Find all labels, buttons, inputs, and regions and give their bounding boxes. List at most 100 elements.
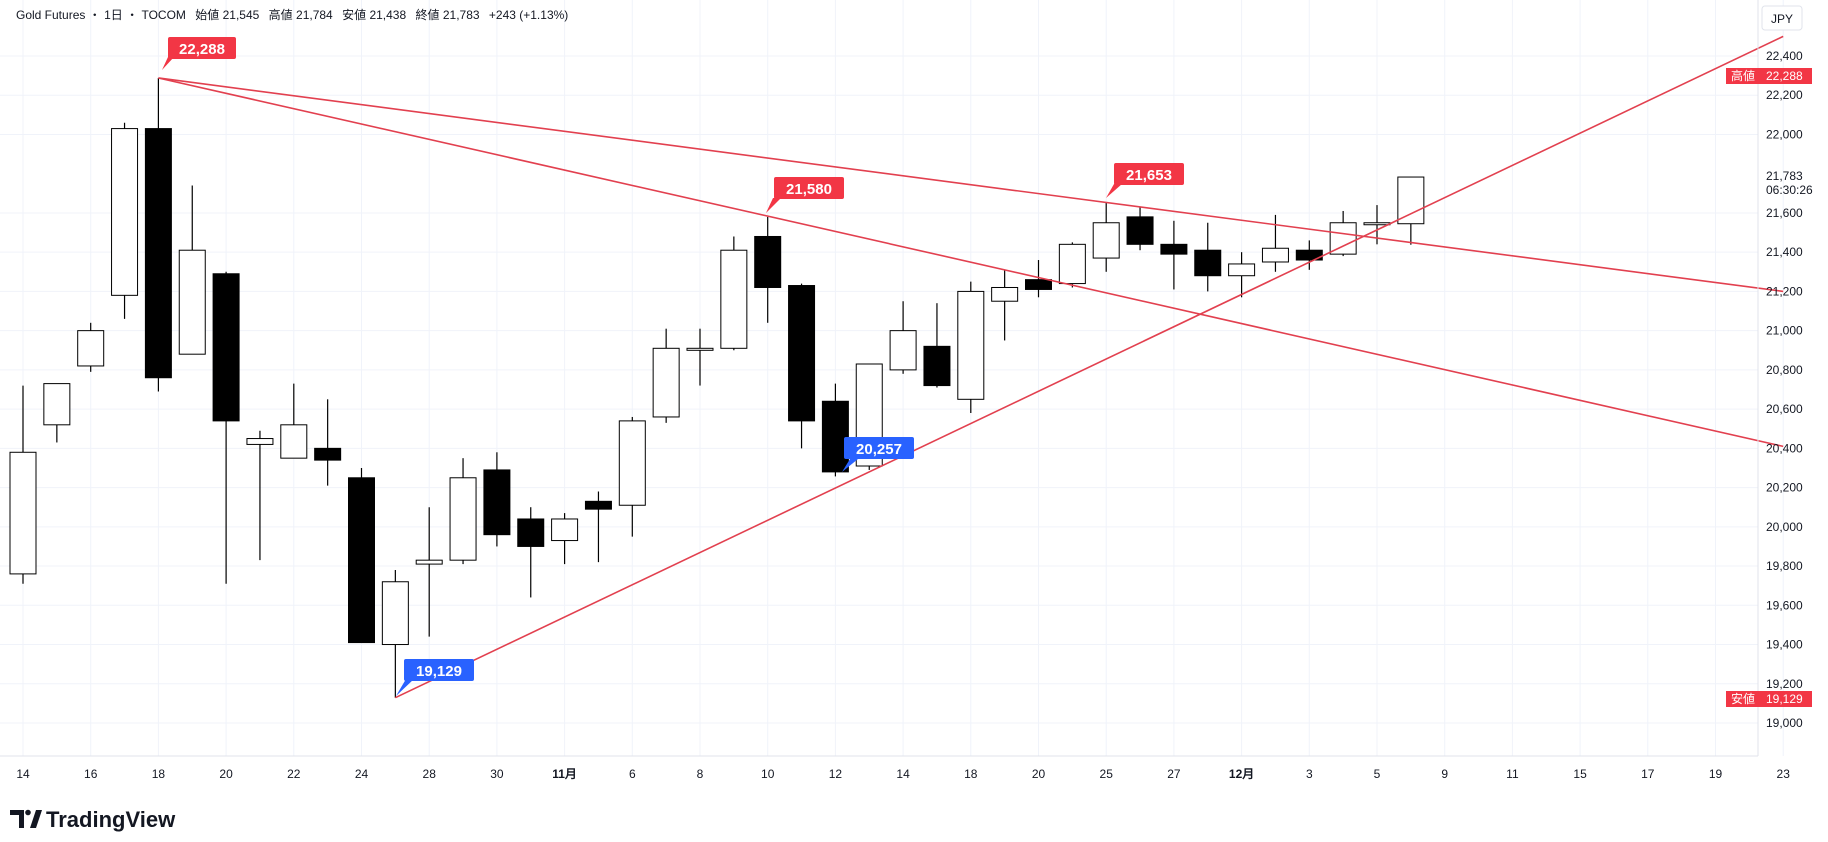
trendline[interactable] (158, 77, 1784, 293)
candle (9, 385, 37, 584)
candle (618, 416, 646, 537)
candle (1058, 242, 1086, 288)
annotation-high-top-label: 22,288 (179, 41, 225, 58)
annotation-low-mid[interactable]: 20,257 (842, 437, 914, 472)
close-label: 終値 (415, 7, 439, 22)
candle (686, 328, 714, 386)
candle-body-down (788, 285, 816, 422)
time-tick-label: 9 (1441, 767, 1448, 781)
candle-body-up (889, 330, 917, 371)
time-axis[interactable]: 14 16 18 20 22 24 28 30 11月 6 8 10 12 14 18 20 25 27 12月 3 5… (0, 755, 1828, 781)
candle-body-up (1092, 222, 1120, 259)
time-tick-label: 8 (697, 767, 704, 781)
candle-body-down (517, 518, 545, 547)
trendline[interactable] (158, 77, 1784, 448)
candle (1295, 240, 1323, 270)
last-price-label: 21,783 (1766, 169, 1803, 183)
time-tick-label: 14 (16, 767, 30, 781)
candle-body-up (957, 290, 985, 400)
candle-body-up (1058, 243, 1086, 285)
price-tick-label: 20,400 (1766, 441, 1803, 455)
low-badge-value: 19,129 (1766, 692, 1803, 706)
candle (1194, 222, 1222, 292)
price-tick-label: 19,200 (1766, 677, 1803, 691)
candle (449, 458, 477, 565)
candle (1126, 207, 1154, 251)
candle-body-up (280, 424, 308, 459)
candle-body-up (686, 347, 714, 351)
time-tick-label: 20 (219, 767, 233, 781)
candle-body-up (1261, 247, 1289, 263)
price-tick-label: 21,200 (1766, 284, 1803, 298)
candle-body-down (314, 447, 342, 461)
candles (9, 77, 1425, 698)
time-tick-label: 15 (1573, 767, 1587, 781)
annotation-low-bottom[interactable]: 19,129 (396, 659, 474, 696)
candle-body-down (821, 400, 849, 473)
annotation-pivot-right[interactable]: 21,653 (1106, 163, 1184, 198)
tradingview-logo: TradingView (10, 807, 176, 832)
candle (754, 216, 782, 323)
candle-body-down (144, 128, 172, 379)
price-tick-label: 20,600 (1766, 402, 1803, 416)
price-tick-label: 22,000 (1766, 127, 1803, 141)
high-price-badge: 高値 22,288 (1726, 68, 1812, 84)
price-tick-label: 20,000 (1766, 520, 1803, 534)
candle (551, 513, 579, 565)
price-tick-label: 21,600 (1766, 206, 1803, 220)
candle-body-down (754, 235, 782, 288)
candle-body-up (449, 477, 477, 561)
time-tick-label: 18 (964, 767, 978, 781)
time-tick-label: 16 (84, 767, 98, 781)
trendline[interactable] (395, 35, 1784, 699)
time-tick-label: 30 (490, 767, 504, 781)
time-tick-label: 25 (1100, 767, 1114, 781)
close-value: 21,783 (443, 8, 480, 22)
currency-button[interactable]: JPY (1761, 5, 1803, 31)
time-tick-label: 11 (1506, 767, 1519, 781)
time-tick-label: 12 (829, 767, 843, 781)
candle-body-down (212, 273, 240, 422)
candle-body-up (9, 451, 37, 575)
time-tick-label: 22 (287, 767, 301, 781)
annotation-low-mid-label: 20,257 (856, 441, 902, 458)
candle (1329, 210, 1357, 257)
time-tick-label: 27 (1167, 767, 1181, 781)
price-tick-label: 22,400 (1766, 49, 1803, 63)
candle-body-up (618, 420, 646, 506)
candle-body-up (1228, 263, 1256, 277)
price-tick-label: 19,800 (1766, 559, 1803, 573)
candle (280, 383, 308, 459)
time-tick-label: 5 (1374, 767, 1381, 781)
annotation-high-top[interactable]: 22,288 (162, 37, 236, 70)
price-axis[interactable]: 22,400 22,200 22,000 21,600 21,400 21,200 21,0… (1757, 0, 1803, 756)
candle (144, 77, 172, 392)
chart-legend: Gold Futures ・ 1日 ・ TOCOM 始値 21,545 高値 2… (16, 7, 568, 22)
low-price-badge: 安値 19,129 (1726, 691, 1812, 707)
time-tick-label: 18 (152, 767, 166, 781)
time-tick-label: 17 (1641, 767, 1655, 781)
time-tick-label: 20 (1032, 767, 1046, 781)
candle-body-up (652, 347, 680, 418)
candle (1228, 252, 1256, 298)
candle (1092, 202, 1120, 272)
annotation-pivot-mid[interactable]: 21,580 (766, 177, 844, 213)
high-label: 高値 (269, 7, 293, 22)
candle (314, 399, 342, 486)
candle (1261, 214, 1289, 272)
currency-label: JPY (1771, 12, 1793, 26)
interval-label: 1日 (104, 8, 123, 22)
candle-body-up (1397, 176, 1425, 225)
time-tick-label: 6 (629, 767, 636, 781)
trendlines[interactable] (158, 35, 1784, 699)
price-tick-label: 21,000 (1766, 324, 1803, 338)
candle (212, 271, 240, 584)
low-badge-label: 安値 (1731, 691, 1755, 706)
legend-separator: ・ (89, 8, 101, 22)
time-tick-label: 10 (761, 767, 775, 781)
candle (1160, 220, 1188, 290)
candle-body-up (111, 128, 139, 296)
low-label: 安値 (342, 7, 366, 22)
candle (43, 383, 71, 443)
